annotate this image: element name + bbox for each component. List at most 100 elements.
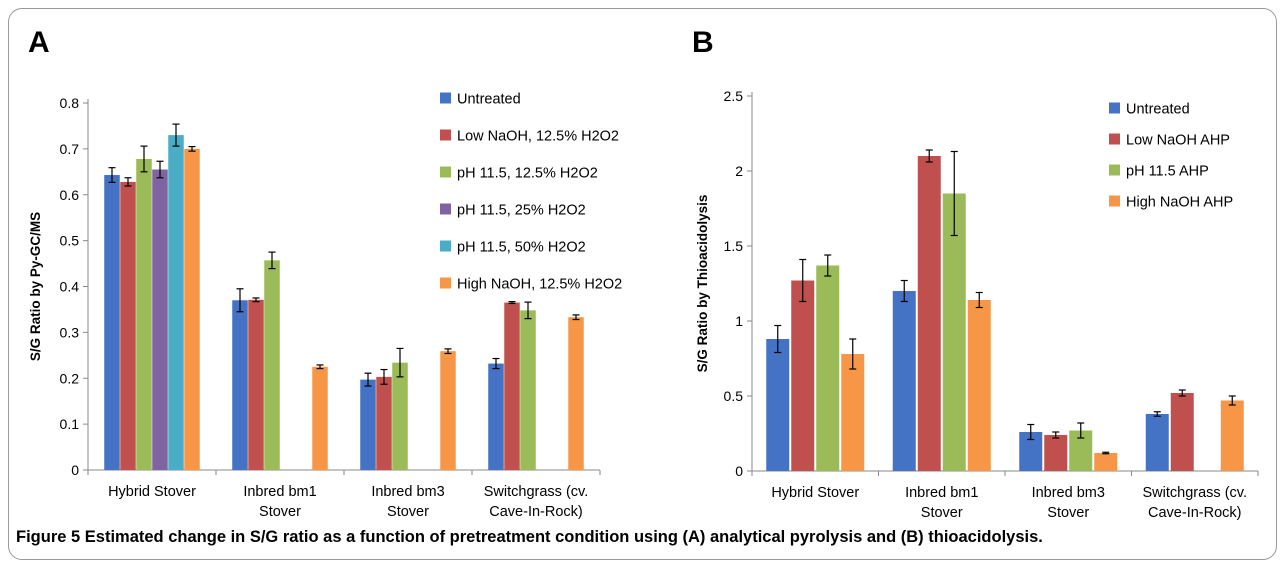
- error-bar: [900, 279, 908, 303]
- error-bar: [188, 145, 196, 152]
- legend-entry-label: Untreated: [457, 92, 521, 108]
- y-tick-label: 0: [735, 463, 743, 479]
- legend-entry-label: Low NaOH, 12.5% H2O2: [457, 129, 619, 145]
- legend-swatch: [440, 92, 451, 104]
- error-bar: [925, 149, 933, 163]
- bar: [488, 363, 504, 470]
- y-tick-label: 1: [735, 313, 743, 329]
- bar: [1019, 432, 1043, 471]
- error-bar: [572, 314, 580, 321]
- y-axis-label: S/G Ratio by Thioacidolysis: [695, 195, 710, 373]
- x-category-label: Switchgrass (cv. Cave-In-Rock): [1143, 485, 1247, 521]
- bar: [232, 300, 248, 470]
- bar: [892, 291, 916, 471]
- bar: [120, 181, 136, 470]
- legend-swatch: [1109, 195, 1120, 207]
- bar: [1094, 453, 1118, 471]
- bar: [152, 169, 168, 471]
- error-bar: [156, 160, 164, 179]
- bar: [967, 300, 991, 471]
- error-bar: [252, 297, 260, 303]
- bar: [184, 148, 200, 470]
- bar: [1044, 435, 1068, 471]
- error-bar: [1077, 422, 1085, 439]
- y-tick-label: 0.8: [60, 95, 80, 111]
- legend-entry-label: pH 11.5 AHP: [1126, 164, 1209, 180]
- legend-swatch: [440, 277, 451, 289]
- bar: [816, 265, 840, 471]
- legend-swatch: [1109, 102, 1120, 114]
- bar: [312, 366, 328, 470]
- bar: [520, 310, 536, 470]
- y-tick-label: 1.5: [724, 238, 744, 254]
- error-bar: [444, 348, 452, 355]
- bar: [1170, 393, 1194, 471]
- panel-a-label: A: [28, 26, 50, 59]
- error-bar: [524, 301, 532, 320]
- legend-swatch: [440, 166, 451, 178]
- bar: [264, 260, 280, 470]
- error-bar: [236, 288, 244, 313]
- error-bar: [1052, 431, 1060, 439]
- caption-label: Figure 5: [16, 528, 81, 546]
- y-axis-label: S/G Ratio by Py-GC/MS: [28, 212, 43, 361]
- x-category-label: Inbred bm3 Stover: [1032, 485, 1105, 521]
- legend-entry-label: High NaOH, 12.5% H2O2: [457, 277, 622, 293]
- legend-entry-label: pH 11.5, 12.5% H2O2: [457, 166, 598, 182]
- error-bar: [268, 251, 276, 270]
- error-bar: [364, 372, 372, 387]
- legend-entry-label: Low NaOH AHP: [1126, 133, 1230, 149]
- error-bar: [799, 258, 807, 303]
- bar: [248, 299, 264, 470]
- bar: [568, 317, 584, 470]
- error-bar: [380, 368, 388, 385]
- legend-swatch: [1109, 164, 1120, 176]
- x-category-label: Inbred bm3 Stover: [371, 484, 444, 520]
- legend-swatch: [440, 129, 451, 141]
- bar: [168, 135, 184, 471]
- legend-entry-label: pH 11.5, 25% H2O2: [457, 203, 586, 219]
- error-bar: [824, 254, 832, 277]
- bar: [376, 376, 392, 470]
- panel-b-chart: B 0 0.5 1 1.5 2 2.5 Hybrid Stover Inbred bm1 Sto…: [692, 26, 1259, 521]
- x-category-label: Inbred bm1 Stover: [905, 485, 978, 521]
- bar: [1220, 400, 1244, 471]
- figure-caption: Figure 5 Estimated change in S/G ratio a…: [16, 528, 1271, 547]
- bar: [791, 280, 815, 471]
- legend-entry-label: Untreated: [1126, 102, 1190, 118]
- legend-swatch: [440, 240, 451, 252]
- legend-swatch: [1109, 133, 1120, 145]
- x-category-label: Hybrid Stover: [108, 484, 196, 500]
- error-bar: [492, 357, 500, 370]
- error-bar: [1027, 423, 1035, 441]
- error-bar: [172, 123, 180, 147]
- error-bar: [975, 291, 983, 309]
- bar: [766, 339, 790, 471]
- error-bar: [849, 338, 857, 370]
- error-bar: [124, 177, 132, 187]
- bar: [392, 362, 408, 470]
- legend-swatch: [440, 203, 451, 215]
- error-bar: [140, 145, 148, 173]
- y-tick-label: 0.3: [60, 324, 80, 340]
- y-tick-label: 0: [71, 462, 79, 478]
- bar: [360, 379, 376, 470]
- y-tick-label: 0.2: [60, 370, 80, 386]
- legend-entry-label: pH 11.5, 50% H2O2: [457, 240, 586, 256]
- error-bar: [1228, 395, 1236, 406]
- error-bar: [316, 364, 324, 370]
- x-category-label: Switchgrass (cv. Cave-In-Rock): [484, 484, 588, 520]
- y-tick-label: 0.5: [60, 233, 80, 249]
- y-tick-label: 0.1: [60, 416, 80, 432]
- bar: [1069, 430, 1093, 471]
- panel-a-chart: A 0 0.1 0.2 0.3 0.4 0.5 0.6 0.7 0.8 Hybrid Stover…: [28, 26, 622, 520]
- error-bar: [1178, 389, 1186, 397]
- panel-b-label: B: [692, 26, 714, 59]
- bar: [917, 156, 941, 471]
- error-bar: [1153, 411, 1161, 417]
- x-category-label: Hybrid Stover: [771, 485, 859, 501]
- y-tick-label: 0.7: [60, 141, 80, 157]
- error-bar: [108, 167, 116, 183]
- bar: [104, 175, 120, 470]
